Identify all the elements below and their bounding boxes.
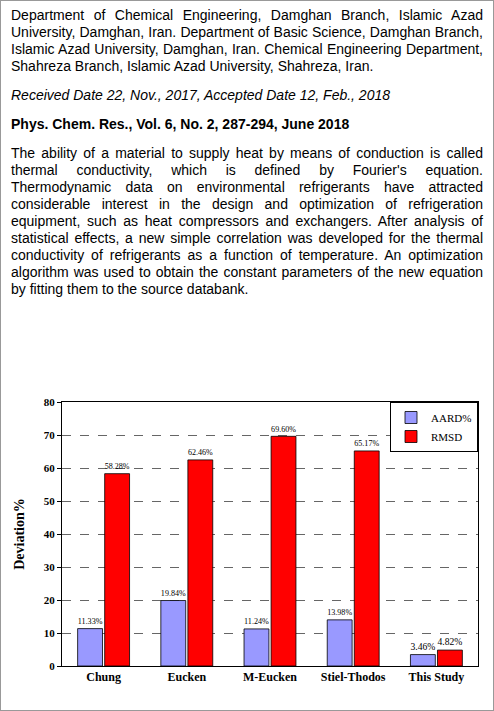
svg-text:40: 40 (44, 528, 56, 540)
svg-text:70: 70 (44, 429, 56, 441)
svg-text:This Study: This Study (409, 670, 465, 684)
html-text:Received Date 22, Nov., 2017,: Received Date 22, Nov., 2017, Accepted D… (11, 87, 390, 103)
svg-text:65.17%: 65.17% (354, 439, 379, 448)
svg-text:80: 80 (44, 396, 56, 408)
svg-text:50: 50 (44, 495, 56, 507)
svg-text:Eucken: Eucken (167, 670, 206, 684)
svg-text:RMSD: RMSD (431, 431, 462, 443)
svg-text:AARD%: AARD% (431, 412, 471, 424)
svg-text:62.46%: 62.46% (188, 448, 213, 457)
html-text:Department of Chemical Enginee: Department of Chemical Engineering, Damg… (11, 7, 483, 74)
svg-text:11.33%: 11.33% (78, 617, 103, 626)
svg-text:13.98%: 13.98% (327, 608, 352, 617)
svg-text:30: 30 (44, 561, 56, 573)
svg-text:Deviation%: Deviation% (12, 498, 27, 570)
html-text:Phys. Chem. Res., Vol. 6, No.: Phys. Chem. Res., Vol. 6, No. 2, 287-294… (11, 116, 350, 132)
svg-text:0: 0 (49, 660, 55, 672)
svg-text:M-Eucken: M-Eucken (243, 670, 297, 684)
svg-text:10: 10 (44, 627, 56, 639)
svg-text:4.82%: 4.82% (438, 636, 463, 647)
svg-text:19.84%: 19.84% (161, 589, 186, 598)
svg-text:69.60%: 69.60% (271, 425, 296, 434)
svg-text:Stiel-Thodos: Stiel-Thodos (321, 670, 386, 684)
svg-text:3.46%: 3.46% (410, 641, 435, 652)
html-text:The ability of a material to s: The ability of a material to supply heat… (11, 145, 483, 297)
svg-text:11.24%: 11.24% (244, 617, 269, 626)
svg-text:58.28%: 58.28% (105, 462, 130, 471)
svg-text:20: 20 (44, 594, 56, 606)
svg-text:Chung: Chung (86, 670, 121, 684)
svg-text:60: 60 (44, 462, 56, 474)
